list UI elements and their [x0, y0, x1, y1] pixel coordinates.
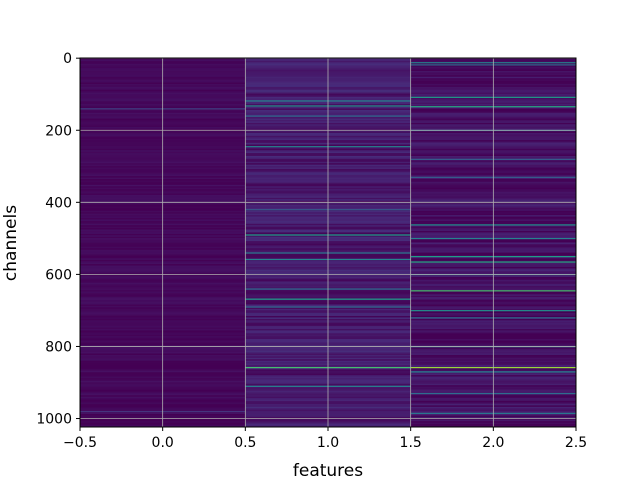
- y-tick-label: 400: [45, 195, 72, 211]
- y-tick-label: 0: [63, 51, 72, 67]
- y-axis-ticks: 0 200 400 600 800 1000: [36, 51, 80, 428]
- x-axis-ticks: −0.5 0.0 0.5 1.0 1.5 2.0 2.5: [63, 427, 587, 451]
- x-tick-label: 2.0: [482, 435, 504, 451]
- x-tick-label: 1.0: [317, 435, 339, 451]
- x-axis-label: features: [293, 461, 363, 480]
- x-tick-label: 0.0: [152, 435, 174, 451]
- y-tick-label: 800: [45, 339, 72, 355]
- y-tick-label: 600: [45, 267, 72, 283]
- y-tick-label: 200: [45, 123, 72, 139]
- y-axis-label: channels: [1, 205, 21, 281]
- x-tick-label: −0.5: [63, 435, 97, 451]
- x-tick-label: 1.5: [400, 435, 422, 451]
- x-tick-label: 2.5: [565, 435, 587, 451]
- y-tick-label: 1000: [36, 412, 72, 428]
- x-tick-label: 0.5: [234, 435, 256, 451]
